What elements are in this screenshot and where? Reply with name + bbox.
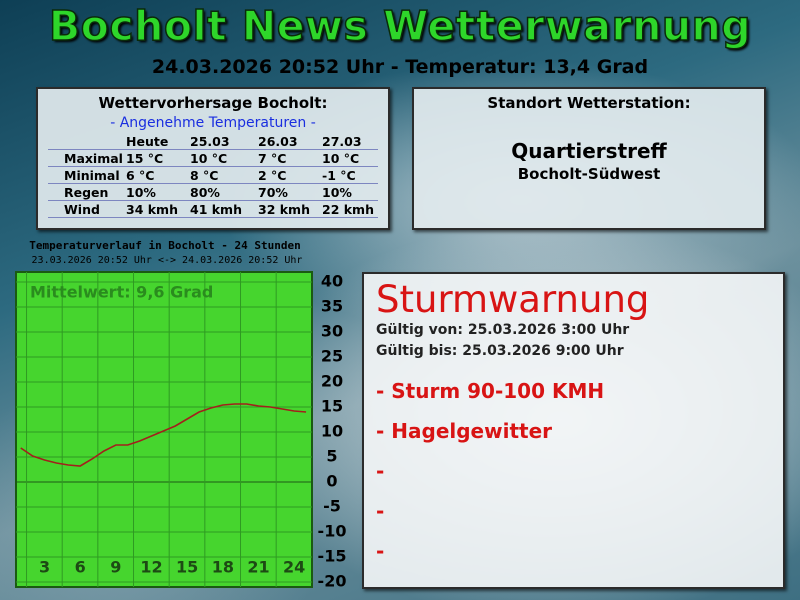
row-label: Wind [64,202,100,217]
forecast-cell: 10% [322,185,352,200]
warning-valid-to: Gültig bis: 25.03.2026 9:00 Uhr [376,343,624,359]
y-tick-label: -10 [318,522,347,541]
page-title: Bocholt News Wetterwarnung [48,1,752,51]
temperature-line [20,403,307,467]
station-title: Standort Wetterstation: [487,94,691,112]
warning-item: - [376,539,385,563]
x-tick-label: 15 [176,558,198,577]
y-tick-label: 30 [321,322,343,341]
x-tick-label: 6 [75,558,86,577]
forecast-subtitle: - Angenehme Temperaturen - [110,115,316,131]
row-divider [48,149,378,150]
forecast-cell: 80% [190,185,220,200]
row-divider [48,166,378,167]
forecast-cell: 8 °C [190,168,219,183]
day-header: 25.03 [190,134,230,149]
warning-item: - [376,499,385,523]
x-tick-label: 9 [110,558,121,577]
forecast-cell: 7 °C [258,151,287,166]
forecast-cell: 15 °C [126,151,164,166]
row-divider [48,200,378,201]
row-label: Maximal [64,151,123,166]
day-header: Heute [126,134,169,149]
plot-area [15,271,313,588]
row-divider [48,217,378,218]
y-tick-label: -5 [323,497,341,516]
forecast-cell: 70% [258,185,288,200]
y-tick-label: -15 [318,547,347,566]
x-tick-label: 18 [212,558,234,577]
station-name: Quartierstreff [511,139,667,163]
chart-title: Temperaturverlauf in Bocholt - 24 Stunde… [29,239,301,252]
y-tick-label: 20 [321,372,343,391]
warning-title: Sturmwarnung [376,278,650,321]
y-tick-label: 25 [321,347,343,366]
forecast-cell: 10 °C [190,151,228,166]
forecast-cell: 2 °C [258,168,287,183]
forecast-cell: 41 kmh [190,202,242,217]
y-tick-label: 5 [326,447,337,466]
y-tick-label: -20 [318,572,347,591]
row-label: Minimal [64,168,120,183]
forecast-cell: 6 °C [126,168,155,183]
page-subtitle: 24.03.2026 20:52 Uhr - Temperatur: 13,4 … [151,56,649,78]
x-tick-label: 12 [140,558,162,577]
forecast-title: Wettervorhersage Bocholt: [98,94,328,112]
warning-panel: Sturmwarnung Gültig von: 25.03.2026 3:00… [362,272,785,589]
forecast-cell: 34 kmh [126,202,178,217]
day-header: 27.03 [322,134,362,149]
forecast-cell: -1 °C [322,168,356,183]
y-tick-label: 35 [321,297,343,316]
chart-subtitle: 23.03.2026 20:52 Uhr <-> 24.03.2026 20:5… [32,255,303,266]
station-area: Bocholt-Südwest [517,165,661,183]
station-panel: Standort Wetterstation: Quartierstreff B… [412,87,766,230]
forecast-cell: 10 °C [322,151,360,166]
warning-item: - Sturm 90-100 KMH [376,379,605,403]
chart-annotation: Mittelwert: 9,6 Grad [30,283,213,302]
row-label: Regen [64,185,109,200]
x-tick-label: 3 [39,558,50,577]
forecast-panel: Wettervorhersage Bocholt: - Angenehme Te… [36,87,390,230]
warning-valid-from: Gültig von: 25.03.2026 3:00 Uhr [376,322,630,338]
row-divider [48,183,378,184]
x-tick-label: 21 [247,558,269,577]
forecast-cell: 22 kmh [322,202,374,217]
warning-item: - [376,459,385,483]
y-tick-label: 10 [321,422,343,441]
forecast-cell: 10% [126,185,156,200]
day-header: 26.03 [258,134,298,149]
y-tick-label: 40 [321,272,343,291]
y-tick-label: 0 [326,472,337,491]
x-tick-label: 24 [283,558,305,577]
warning-item: - Hagelgewitter [376,419,552,443]
forecast-cell: 32 kmh [258,202,310,217]
y-tick-label: 15 [321,397,343,416]
